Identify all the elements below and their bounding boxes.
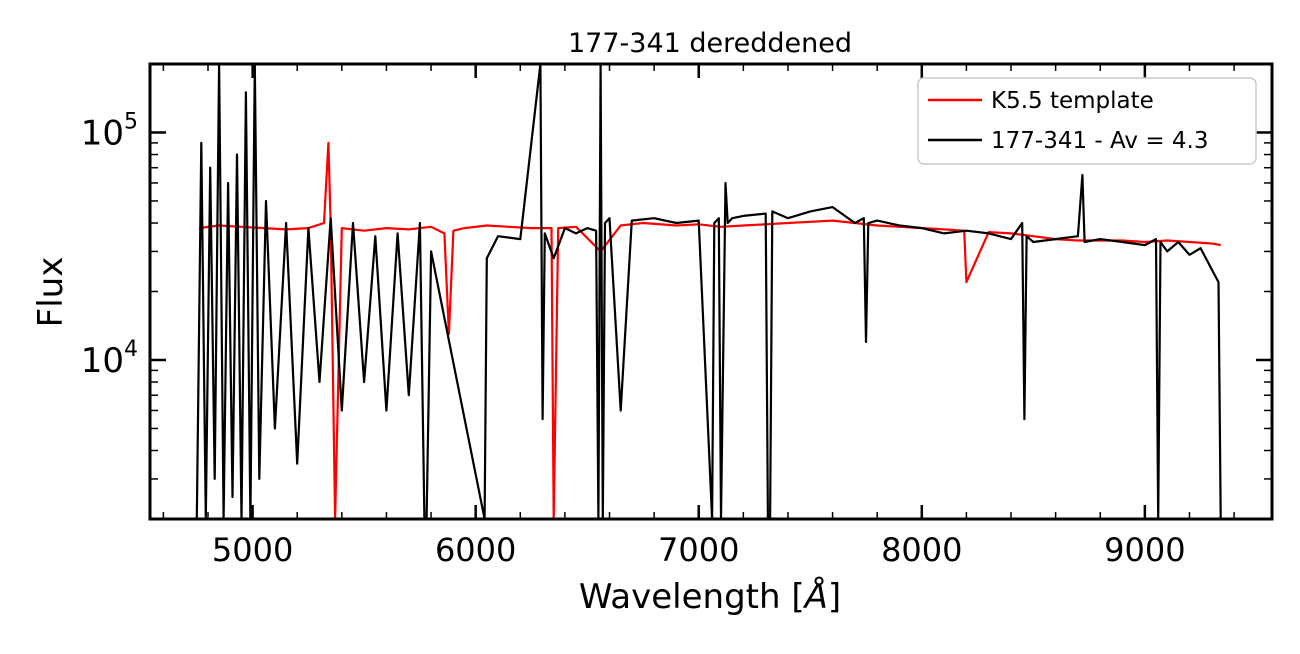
x-tick-labels: 5000 6000 7000 8000 9000 [212,531,1186,569]
x-tick-label: 9000 [1104,531,1185,569]
y-tick-labels: 104 105 [81,109,138,381]
y-tick-label: 105 [81,109,138,153]
x-axis-label-text: Wavelength [ [579,577,805,617]
ticks-layer [150,63,1272,520]
x-tick-label: 6000 [435,531,516,569]
series-layer [195,64,1222,519]
x-tick-label: 8000 [881,531,962,569]
x-tick-label: 5000 [212,531,293,569]
y-axis-label: Flux [31,257,71,328]
x-axis-label-close: ] [828,577,841,617]
legend-label-template: K5.5 template [991,88,1154,114]
x-axis-label: Wavelength [Å] [579,576,841,617]
legend: K5.5 template 177-341 - Av = 4.3 [917,77,1257,165]
y-tick-label: 104 [81,337,138,381]
x-axis-label-unit: Å [803,576,828,617]
x-tick-label: 7000 [658,531,739,569]
legend-label-observed: 177-341 - Av = 4.3 [991,128,1209,154]
legend-box [917,77,1257,165]
chart-title: 177-341 dereddened [568,28,852,59]
series-line-observed [195,64,1222,519]
